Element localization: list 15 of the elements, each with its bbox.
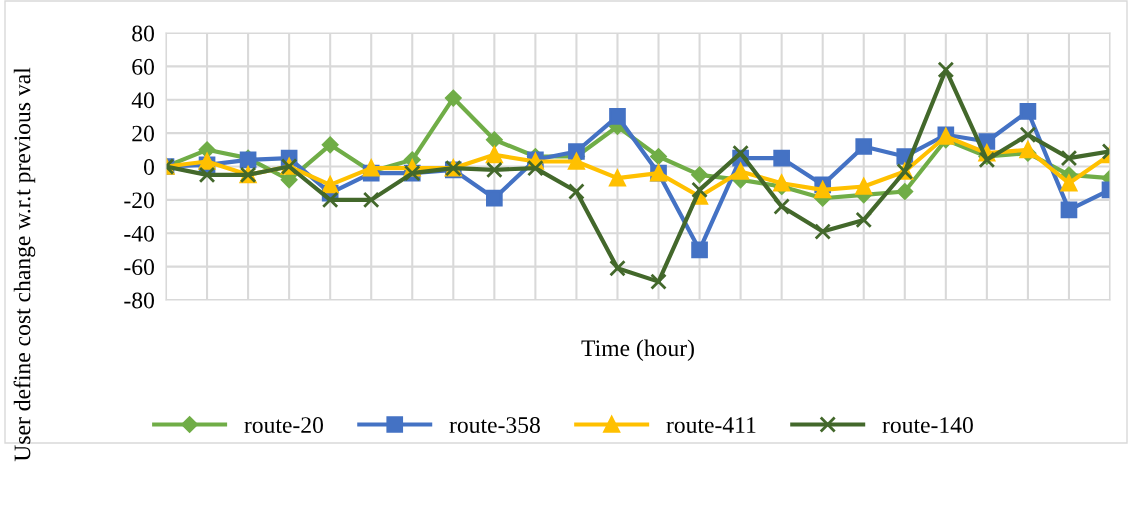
x-axis-title: Time (hour) — [581, 339, 694, 361]
y-tick-label: 60 — [132, 58, 154, 75]
y-axis-title: User define cost change w.r.t previous val — [13, 67, 36, 462]
y-tick-label: -60 — [124, 259, 154, 276]
legend-label: route-411 — [666, 417, 756, 434]
y-tick-label: 0 — [143, 158, 154, 175]
y-tick-label: 40 — [131, 92, 154, 109]
legend-label: route-358 — [449, 417, 540, 434]
y-tick-label: 20 — [132, 125, 154, 142]
legend-label: route-140 — [882, 417, 973, 434]
y-tick-label: -80 — [124, 292, 154, 309]
y-tick-label: -20 — [124, 192, 154, 209]
legend-label: route-20 — [244, 417, 323, 434]
y-tick-label: 80 — [132, 25, 154, 42]
y-tick-label: -40 — [124, 225, 154, 242]
